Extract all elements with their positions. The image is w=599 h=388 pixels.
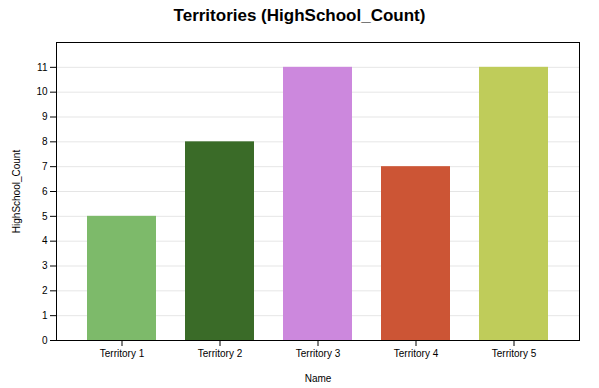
svg-text:6: 6 — [42, 186, 48, 197]
svg-text:4: 4 — [42, 235, 48, 246]
svg-text:3: 3 — [42, 260, 48, 271]
svg-text:11: 11 — [37, 62, 48, 73]
svg-text:Territory 3: Territory 3 — [296, 348, 341, 359]
svg-text:5: 5 — [42, 211, 48, 222]
svg-text:Name: Name — [305, 373, 332, 384]
svg-text:9: 9 — [42, 111, 48, 122]
svg-text:Territory 2: Territory 2 — [198, 348, 243, 359]
svg-text:10: 10 — [36, 86, 48, 97]
svg-text:Territory 5: Territory 5 — [492, 348, 537, 359]
svg-text:1: 1 — [42, 310, 48, 321]
svg-text:HighSchool_Count: HighSchool_Count — [11, 150, 22, 234]
html-text:Territories (HighSchool_Count): Territories (HighSchool_Count) — [173, 6, 426, 25]
svg-text:0: 0 — [42, 335, 48, 346]
svg-text:Territory 4: Territory 4 — [394, 348, 439, 359]
svg-text:8: 8 — [42, 136, 48, 147]
svg-text:Territory 1: Territory 1 — [100, 348, 145, 359]
svg-text:7: 7 — [42, 161, 48, 172]
svg-text:2: 2 — [42, 285, 48, 296]
